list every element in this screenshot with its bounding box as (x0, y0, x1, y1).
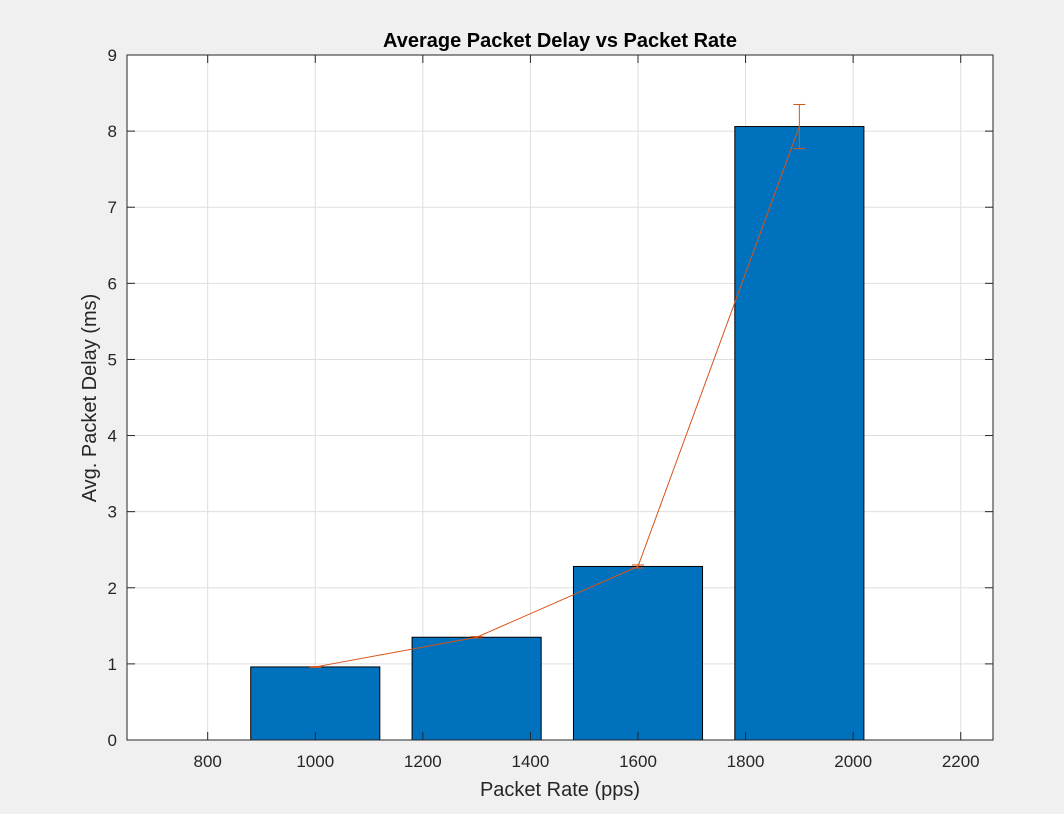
x-tick-label: 2000 (834, 752, 872, 771)
y-tick-label: 7 (108, 198, 117, 217)
y-tick-label: 5 (108, 350, 117, 369)
x-axis-ticks: 800 1000 1200 1400 1600 1800 2000 2200 (193, 55, 980, 771)
y-tick-label: 2 (108, 579, 117, 598)
trend-line (315, 126, 800, 668)
y-tick-label: 6 (108, 274, 117, 293)
bar (411, 636, 542, 741)
y-tick-label: 3 (108, 503, 117, 522)
trend-line-series (309, 103, 806, 668)
x-tick-label: 800 (193, 752, 221, 771)
x-tick-label: 1200 (404, 752, 442, 771)
x-tick-label: 2200 (942, 752, 980, 771)
y-tick-label: 1 (108, 655, 117, 674)
x-axis-label: Packet Rate (pps) (480, 779, 640, 801)
x-tick-label: 1600 (619, 752, 657, 771)
bar (734, 126, 865, 741)
plot-frame (126, 54, 994, 741)
x-tick-label: 1800 (727, 752, 765, 771)
y-axis-label: Avg. Packet Delay (ms) (79, 294, 101, 503)
x-tick-label: 1400 (512, 752, 550, 771)
chart-title: Average Packet Delay vs Packet Rate (383, 30, 737, 52)
y-tick-label: 4 (108, 427, 117, 446)
y-axis-ticks: 0 1 2 3 4 5 6 7 8 9 (108, 46, 993, 750)
x-tick-label: 1000 (296, 752, 334, 771)
y-tick-label: 8 (108, 122, 117, 141)
bar (572, 565, 704, 741)
y-tick-label: 9 (108, 46, 117, 65)
y-tick-label: 0 (108, 731, 117, 750)
bar (250, 666, 381, 741)
